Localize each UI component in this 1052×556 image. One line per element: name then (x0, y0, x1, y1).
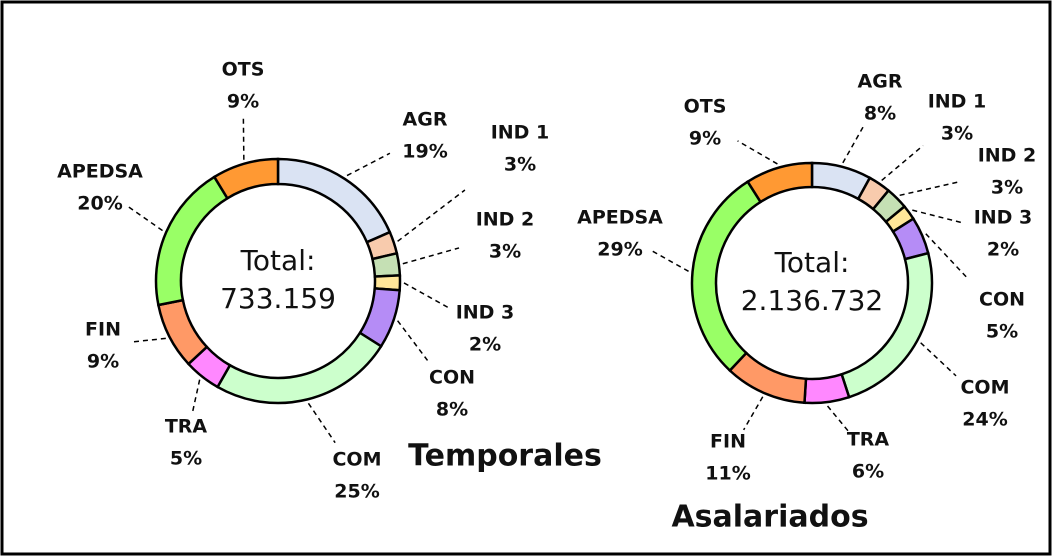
leader-line (881, 144, 924, 182)
segment-label: IND 1 (928, 91, 987, 113)
leader-line (742, 396, 764, 431)
segment-label: OTS (222, 59, 265, 81)
segment-value: 5% (170, 448, 202, 470)
chart-title: Asalariados (671, 500, 868, 535)
segment-value: 9% (689, 128, 721, 150)
segment-label: APEDSA (57, 161, 143, 183)
segment-value: 3% (941, 123, 973, 145)
segment-label: FIN (85, 319, 121, 341)
segment-label: OTS (684, 96, 727, 118)
segment-value: 25% (334, 481, 379, 503)
segment-value: 8% (864, 103, 896, 125)
segment-value: 20% (77, 193, 122, 215)
segment-value: 3% (489, 241, 521, 263)
segment-label: CON (979, 289, 1025, 311)
segment-label: APEDSA (577, 207, 663, 229)
leader-line (737, 140, 778, 165)
segment-label: IND 3 (456, 302, 515, 324)
center-label: Total: (774, 246, 850, 279)
leader-line (925, 233, 969, 279)
donut-segment (370, 251, 402, 278)
segment-value: 6% (852, 461, 884, 483)
leader-line (131, 337, 166, 343)
leader-line (402, 247, 460, 265)
segment-value: 19% (402, 141, 447, 163)
segment-label: COM (960, 377, 1009, 399)
segment-label: FIN (710, 431, 746, 453)
segment-label: CON (429, 367, 475, 389)
donut-segment (803, 372, 851, 405)
segment-label: IND 2 (978, 145, 1037, 167)
donut-segment (745, 161, 814, 204)
segment-value: 8% (436, 399, 468, 421)
center-total: 733.159 (220, 282, 336, 315)
leader-line (346, 152, 391, 177)
center-total: 2.136.732 (741, 284, 884, 317)
segment-value: 11% (705, 463, 750, 485)
segment-value: 29% (597, 239, 642, 261)
segment-value: 3% (504, 154, 536, 176)
segment-label: IND 3 (974, 207, 1033, 229)
segment-value: 5% (986, 321, 1018, 343)
segment-label: TRA (165, 416, 208, 438)
chart-title: Temporales (408, 439, 602, 474)
segment-value: 3% (991, 177, 1023, 199)
leader-line (127, 205, 163, 232)
segment-value: 2% (469, 334, 501, 356)
segment-label: COM (332, 449, 381, 471)
segment-value: 24% (962, 409, 1007, 431)
segment-value: 9% (227, 91, 259, 113)
center-label: Total: (240, 244, 316, 277)
donut-segment (212, 157, 280, 200)
segment-label: TRA (847, 429, 890, 451)
segment-label: AGR (403, 109, 448, 131)
leader-line (650, 249, 689, 272)
leader-line (842, 126, 864, 164)
leader-line (920, 342, 957, 377)
segment-value: 2% (987, 239, 1019, 261)
segment-value: 9% (87, 351, 119, 373)
leader-line (307, 402, 336, 444)
segment-label: IND 2 (476, 209, 535, 231)
segment-label: IND 1 (491, 122, 550, 144)
leader-line (191, 379, 201, 415)
leader-line (899, 181, 959, 197)
segment-label: AGR (858, 71, 903, 93)
leader-line (826, 405, 851, 434)
